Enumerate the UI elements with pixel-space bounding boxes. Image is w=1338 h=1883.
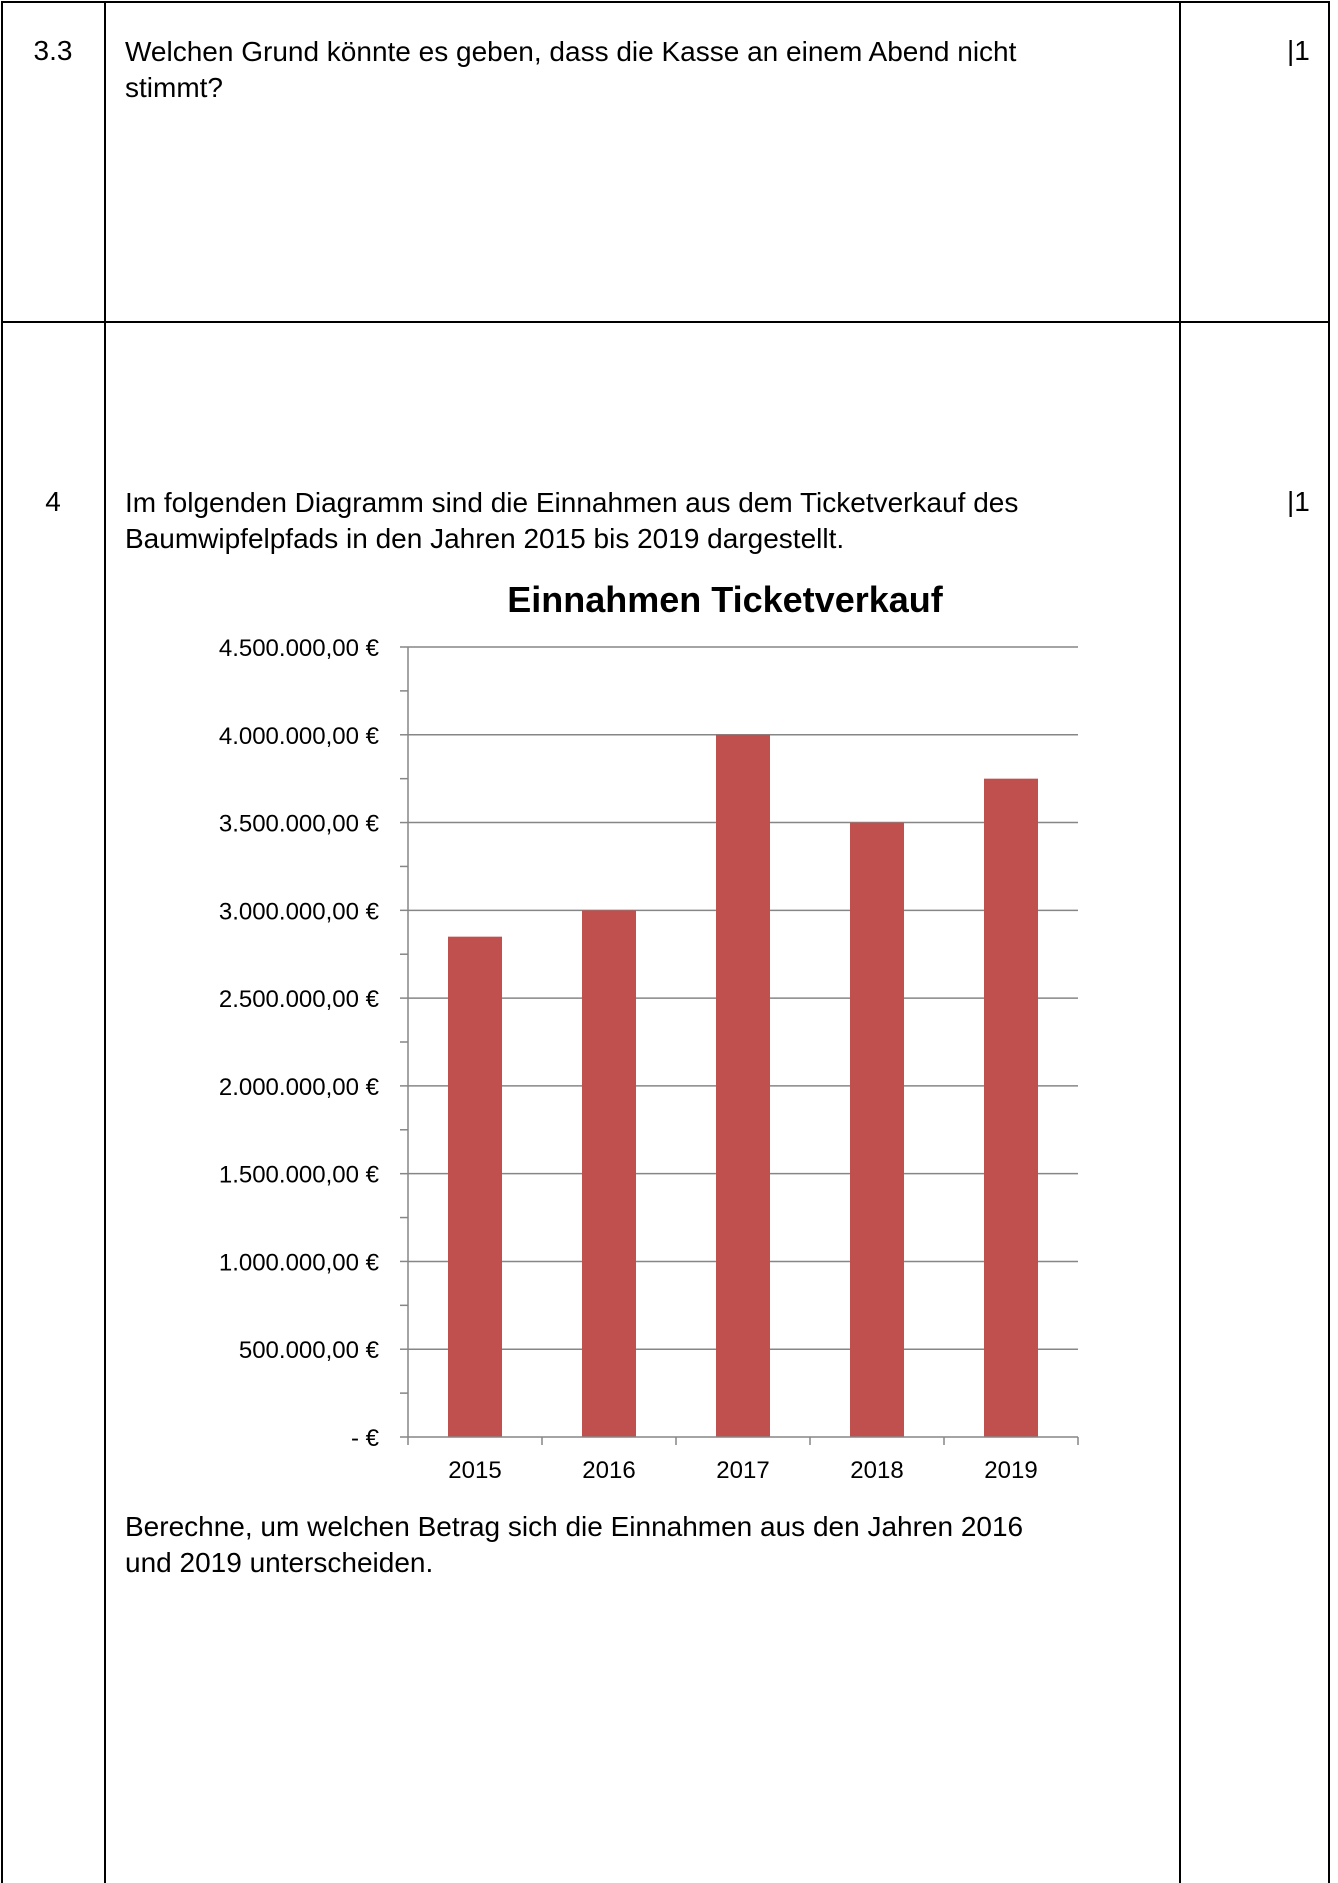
y-tick-label: 2.000.000,00 € (219, 1074, 380, 1101)
bar-2019 (984, 778, 1038, 1437)
x-tick-label: 2018 (850, 1457, 903, 1484)
y-tick-label: 3.500.000,00 € (219, 811, 380, 838)
task-number: 3.3 (33, 35, 73, 66)
y-tick-label: 1.000.000,00 € (219, 1249, 380, 1276)
bar-2017 (716, 734, 770, 1437)
task-number: 4 (45, 486, 61, 517)
bar-chart: Einnahmen Ticketverkauf 4.500.000,00 € 4.… (219, 579, 1079, 1484)
question-text: Welchen Grund könnte es geben, dass die … (125, 34, 1016, 106)
x-tick-label: 2015 (448, 1457, 501, 1484)
y-tick-label: 2.500.000,00 € (219, 986, 380, 1013)
chart-title: Einnahmen Ticketverkauf (507, 579, 944, 620)
y-tick-label: 500.000,00 € (239, 1337, 380, 1364)
y-tick-label: 4.000.000,00 € (219, 723, 380, 750)
y-tick-label: - € (351, 1425, 380, 1452)
column-divider (1179, 3, 1181, 1883)
question-text: Im folgenden Diagramm sind die Einnahmen… (125, 485, 1018, 557)
bar-2016 (582, 910, 636, 1437)
task-line: und 2019 unterscheiden. (125, 1547, 434, 1578)
points-label: |1 (1287, 486, 1310, 517)
bar-2018 (850, 822, 904, 1437)
question-line: stimmt? (125, 72, 223, 103)
y-tick-label: 4.500.000,00 € (219, 635, 380, 662)
question-line: Im folgenden Diagramm sind die Einnahmen… (125, 487, 1019, 518)
points-label: |1 (1287, 35, 1310, 66)
row-divider (3, 321, 1328, 323)
x-tick-label: 2017 (716, 1457, 769, 1484)
y-tick-label: 3.000.000,00 € (219, 898, 380, 925)
x-tick-label: 2019 (984, 1457, 1037, 1484)
question-line: Baumwipfelpfads in den Jahren 2015 bis 2… (125, 523, 845, 554)
column-divider (104, 3, 106, 1883)
bar-2015 (448, 936, 502, 1437)
task-line: Berechne, um welchen Betrag sich die Ein… (125, 1511, 1024, 1542)
y-tick-label: 1.500.000,00 € (219, 1162, 380, 1189)
question-line: Welchen Grund könnte es geben, dass die … (125, 36, 1017, 67)
task-instruction: Berechne, um welchen Betrag sich die Ein… (125, 1509, 1023, 1581)
x-tick-label: 2016 (582, 1457, 635, 1484)
